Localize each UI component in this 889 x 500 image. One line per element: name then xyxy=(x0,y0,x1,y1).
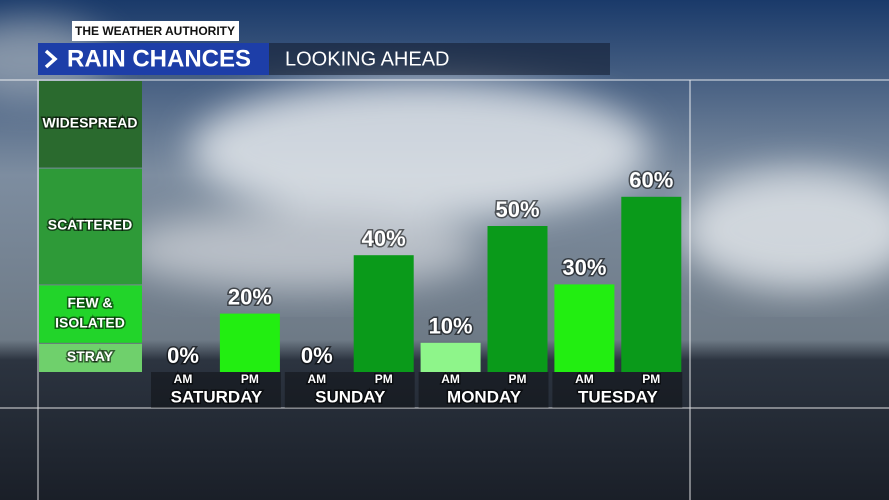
x-tick-label: AM xyxy=(575,372,594,386)
value-label: 30% xyxy=(562,255,606,280)
day-strip xyxy=(151,372,281,408)
day-label: SUNDAY xyxy=(315,387,386,406)
x-tick-label: PM xyxy=(375,372,393,386)
bar xyxy=(554,284,615,372)
day-strip xyxy=(418,372,549,408)
band-label: STRAY xyxy=(67,348,114,364)
frame xyxy=(0,79,889,500)
title: RAIN CHANCES xyxy=(67,45,251,72)
day-label: TUESDAY xyxy=(578,387,658,406)
day-strip xyxy=(284,372,415,408)
value-label: 50% xyxy=(495,197,539,222)
bar xyxy=(420,342,481,372)
brand-box xyxy=(72,21,239,41)
day-strip xyxy=(552,372,683,408)
value-label: 20% xyxy=(228,284,272,309)
clouds xyxy=(0,20,889,290)
band xyxy=(39,285,142,343)
day-label: MONDAY xyxy=(447,387,522,406)
x-tick-label: AM xyxy=(307,372,326,386)
bar xyxy=(487,226,548,372)
brand: THE WEATHER AUTHORITY xyxy=(75,24,235,38)
subtitle: LOOKING AHEAD xyxy=(285,48,450,70)
band-label: WIDESPREAD xyxy=(43,115,138,131)
band xyxy=(39,168,142,285)
band-label: FEW & xyxy=(67,294,112,310)
x-tick-label: PM xyxy=(241,372,259,386)
title-box xyxy=(38,43,269,75)
value-label: 0% xyxy=(167,343,199,368)
band-label: ISOLATED xyxy=(55,314,125,330)
value-label: 0% xyxy=(301,343,333,368)
bar xyxy=(353,255,414,372)
day-label: SATURDAY xyxy=(171,387,263,406)
value-label: 40% xyxy=(362,226,406,251)
band xyxy=(39,81,142,168)
x-tick-label: AM xyxy=(174,372,193,386)
bar xyxy=(621,196,682,372)
value-label: 60% xyxy=(629,168,673,193)
value-label: 10% xyxy=(429,314,473,339)
x-tick-label: PM xyxy=(509,372,527,386)
x-tick-label: AM xyxy=(441,372,460,386)
band xyxy=(39,343,142,372)
chevron xyxy=(44,49,58,69)
subtitle-box xyxy=(269,43,610,75)
bar xyxy=(219,313,280,372)
x-tick-label: PM xyxy=(642,372,660,386)
band-label: SCATTERED xyxy=(48,217,133,233)
